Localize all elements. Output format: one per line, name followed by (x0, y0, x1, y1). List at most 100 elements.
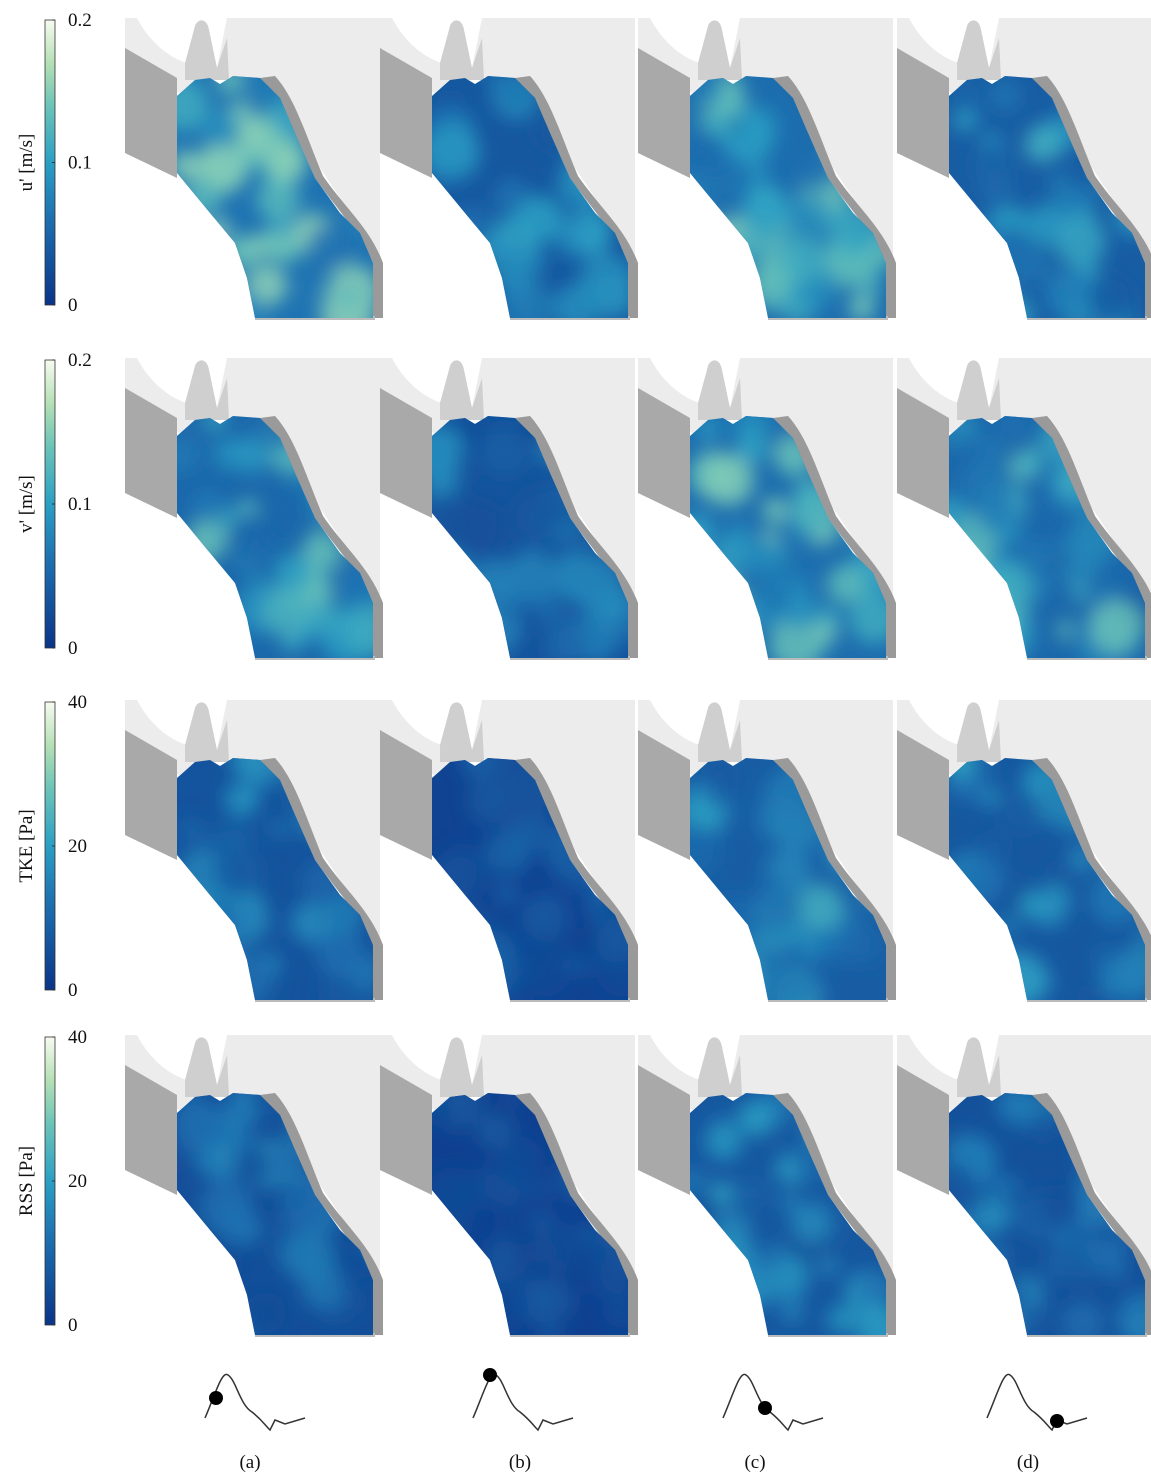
field-blob (531, 1286, 551, 1306)
field-blob (260, 230, 286, 256)
field-blob (337, 286, 361, 310)
field-blob (1008, 1275, 1044, 1311)
field-blob (475, 634, 497, 656)
field-blob (439, 845, 491, 897)
field-blob (678, 538, 705, 565)
field-blob (971, 1284, 991, 1304)
field-blob (554, 284, 601, 331)
field-blob (307, 224, 352, 269)
field-blob (433, 135, 478, 180)
field-blob (981, 1276, 1024, 1319)
field-blob (308, 603, 339, 634)
field-blob (1037, 884, 1071, 918)
field-blob (973, 227, 1019, 273)
field-blob (992, 952, 1047, 1007)
field-blob (183, 178, 221, 216)
field-blob (996, 1310, 1023, 1337)
field-blob (747, 163, 768, 184)
field-blob (1081, 985, 1104, 1008)
colorbar: 00.10.2u' [m/s] (16, 10, 92, 316)
field-blob (423, 973, 467, 1017)
field-blob (975, 489, 1018, 532)
field-blob (782, 1302, 802, 1322)
field-blob (710, 118, 731, 139)
field-blob (720, 949, 765, 994)
field-blob (516, 943, 570, 997)
field-blob (454, 206, 495, 247)
field-blob (516, 196, 563, 243)
field-blob (827, 565, 866, 604)
field-blob (999, 1177, 1017, 1195)
field-blob (415, 241, 455, 281)
field-blob (422, 598, 455, 631)
field-panel (380, 18, 651, 335)
field-blob (226, 236, 259, 269)
panel-label: (a) (239, 1452, 260, 1473)
field-blob (304, 284, 321, 301)
field-blob (1072, 584, 1088, 600)
field-panel (380, 700, 648, 1021)
field-panel (380, 1035, 645, 1345)
field-blob (671, 1278, 707, 1314)
colorbar-tick-label: 0.2 (68, 350, 92, 371)
field-blob (486, 822, 502, 838)
field-blob (1022, 454, 1043, 475)
field-blob (950, 547, 988, 585)
field-blob (701, 927, 753, 979)
panel-label: (b) (509, 1452, 531, 1473)
field-blob (1056, 621, 1073, 638)
field-blob (452, 907, 493, 948)
field-blob (763, 498, 787, 522)
field-blob (234, 437, 270, 473)
field-blob (948, 1256, 967, 1275)
field-blob (679, 1256, 719, 1296)
field-blob (983, 1272, 1010, 1299)
field-panel (638, 358, 909, 672)
field-blob (976, 1196, 1012, 1232)
field-blob (1074, 182, 1090, 198)
field-blob (438, 977, 483, 1022)
field-blob (476, 1283, 529, 1336)
field-blob (988, 564, 1032, 608)
field-blob (928, 220, 983, 275)
field-blob (421, 623, 447, 649)
field-blob (1089, 273, 1136, 320)
field-blob (215, 284, 253, 322)
field-blob (426, 555, 474, 603)
field-panel (125, 18, 390, 343)
field-blob (187, 902, 242, 957)
field-blob (664, 1248, 712, 1296)
field-blob (1034, 192, 1051, 209)
field-blob (283, 1231, 334, 1282)
field-blob (194, 491, 223, 520)
field-blob (828, 1306, 856, 1334)
field-blob (731, 1270, 770, 1309)
colorbar-label: TKE [Pa] (16, 809, 37, 882)
field-blob (690, 1279, 723, 1312)
waveform-markers (209, 1368, 1064, 1428)
field-blob (752, 185, 778, 211)
field-blob (469, 286, 487, 304)
field-blob (443, 607, 488, 652)
field-blob (1061, 1301, 1104, 1344)
colorbar-tick-label: 0 (68, 295, 78, 316)
field-blob (262, 587, 312, 637)
colorbar-tick-label: 0.2 (68, 10, 92, 31)
field-blob (490, 247, 532, 289)
field-blob (942, 624, 997, 679)
field-blob (208, 219, 230, 241)
field-blob (984, 1245, 1008, 1269)
field-blob (780, 235, 827, 282)
field-blob (199, 1286, 232, 1319)
colorbar-label: RSS [Pa] (16, 1146, 37, 1216)
field-blob (429, 959, 445, 975)
field-blob (1048, 549, 1071, 572)
colorbar-tick-label: 40 (68, 1027, 87, 1048)
field-panel (897, 18, 1151, 336)
field-blob (960, 857, 1006, 903)
field-blob (455, 466, 473, 484)
field-blob (708, 576, 744, 612)
field-blob (179, 818, 202, 841)
panel-label: (c) (744, 1452, 765, 1473)
